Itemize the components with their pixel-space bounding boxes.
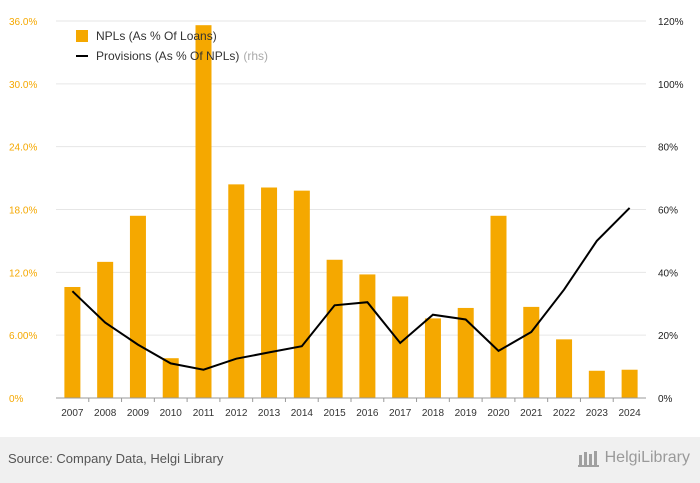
library-icon xyxy=(577,451,599,467)
footer: Source: Company Data, Helgi Library Helg… xyxy=(0,437,700,483)
x-tick-label: 2021 xyxy=(520,408,543,419)
x-tick-label: 2022 xyxy=(553,408,576,419)
x-tick-label: 2023 xyxy=(586,408,609,419)
bar-2024 xyxy=(621,369,638,398)
bar-2022 xyxy=(556,339,573,398)
bar-series xyxy=(64,25,638,398)
bar-2010 xyxy=(162,358,179,398)
y-right-tick-label: 40% xyxy=(658,268,678,279)
bar-2015 xyxy=(326,259,343,398)
legend-item-npls: NPLs (As % Of Loans) xyxy=(76,26,268,46)
bar-2023 xyxy=(588,370,605,398)
legend: NPLs (As % Of Loans) Provisions (As % Of… xyxy=(76,26,268,66)
bar-swatch-icon xyxy=(76,30,88,42)
bar-2012 xyxy=(228,184,245,398)
x-tick-label: 2012 xyxy=(225,408,248,419)
y-left-tick-label: 6.00% xyxy=(9,331,37,342)
x-tick-label: 2007 xyxy=(61,408,84,419)
x-axis-ticks: 2007 2008 2009 2010 2011 2012 2013 2014 2015 2016… xyxy=(61,398,641,419)
x-tick-label: 2016 xyxy=(356,408,379,419)
y-right-tick-label: 120% xyxy=(658,17,684,28)
bar-2013 xyxy=(261,187,278,398)
x-tick-label: 2019 xyxy=(455,408,478,419)
bar-2011 xyxy=(195,25,212,398)
bar-2008 xyxy=(97,261,114,398)
line-swatch-icon xyxy=(76,55,88,57)
brand-name: HelgiLibrary xyxy=(604,449,690,466)
brand-logo: HelgiLibrary xyxy=(577,449,690,467)
legend-rhs-note: (rhs) xyxy=(243,49,269,63)
y-axis-left-ticks: 0% 6.00% 12.0% 18.0% 24.0% 30.0% 36.0% xyxy=(9,17,37,405)
y-axis-right-ticks: 0% 20% 40% 60% 80% 100% 120% xyxy=(658,17,684,405)
bar-2016 xyxy=(359,274,376,398)
x-tick-label: 2010 xyxy=(160,408,183,419)
x-tick-label: 2009 xyxy=(127,408,150,419)
y-left-tick-label: 12.0% xyxy=(9,268,37,279)
legend-item-provisions: Provisions (As % Of NPLs) (rhs) xyxy=(76,46,268,66)
x-tick-label: 2008 xyxy=(94,408,117,419)
bar-2007 xyxy=(64,286,81,398)
y-left-tick-label: 24.0% xyxy=(9,143,37,154)
y-left-tick-label: 18.0% xyxy=(9,206,37,217)
y-left-tick-label: 0% xyxy=(9,394,24,405)
y-left-tick-label: 30.0% xyxy=(9,80,37,91)
bar-2014 xyxy=(293,190,310,398)
provisions-line xyxy=(71,207,631,371)
bar-2017 xyxy=(392,296,409,398)
x-tick-label: 2018 xyxy=(422,408,445,419)
x-tick-label: 2013 xyxy=(258,408,281,419)
x-tick-label: 2017 xyxy=(389,408,412,419)
y-right-tick-label: 100% xyxy=(658,80,684,91)
source-text: Source: Company Data, Helgi Library xyxy=(8,451,224,466)
legend-label-provisions: Provisions (As % Of NPLs) xyxy=(96,49,240,63)
bar-2020 xyxy=(490,215,507,398)
x-tick-label: 2011 xyxy=(193,408,215,419)
y-right-tick-label: 20% xyxy=(658,331,678,342)
x-tick-label: 2020 xyxy=(487,408,510,419)
bar-2009 xyxy=(129,215,146,398)
bar-2019 xyxy=(457,307,474,398)
legend-label-npls: NPLs (As % Of Loans) xyxy=(96,29,217,43)
y-right-tick-label: 60% xyxy=(658,206,678,217)
gridlines xyxy=(56,20,646,336)
bar-2021 xyxy=(523,306,540,398)
x-tick-label: 2014 xyxy=(291,408,314,419)
bar-2018 xyxy=(424,318,441,398)
y-right-tick-label: 0% xyxy=(658,394,673,405)
y-right-tick-label: 80% xyxy=(658,143,678,154)
x-tick-label: 2024 xyxy=(618,408,641,419)
x-tick-label: 2015 xyxy=(323,408,346,419)
chart: 0% 6.00% 12.0% 18.0% 24.0% 30.0% 36.0% 0% 20% 40… xyxy=(9,17,684,419)
y-left-tick-label: 36.0% xyxy=(9,17,37,28)
